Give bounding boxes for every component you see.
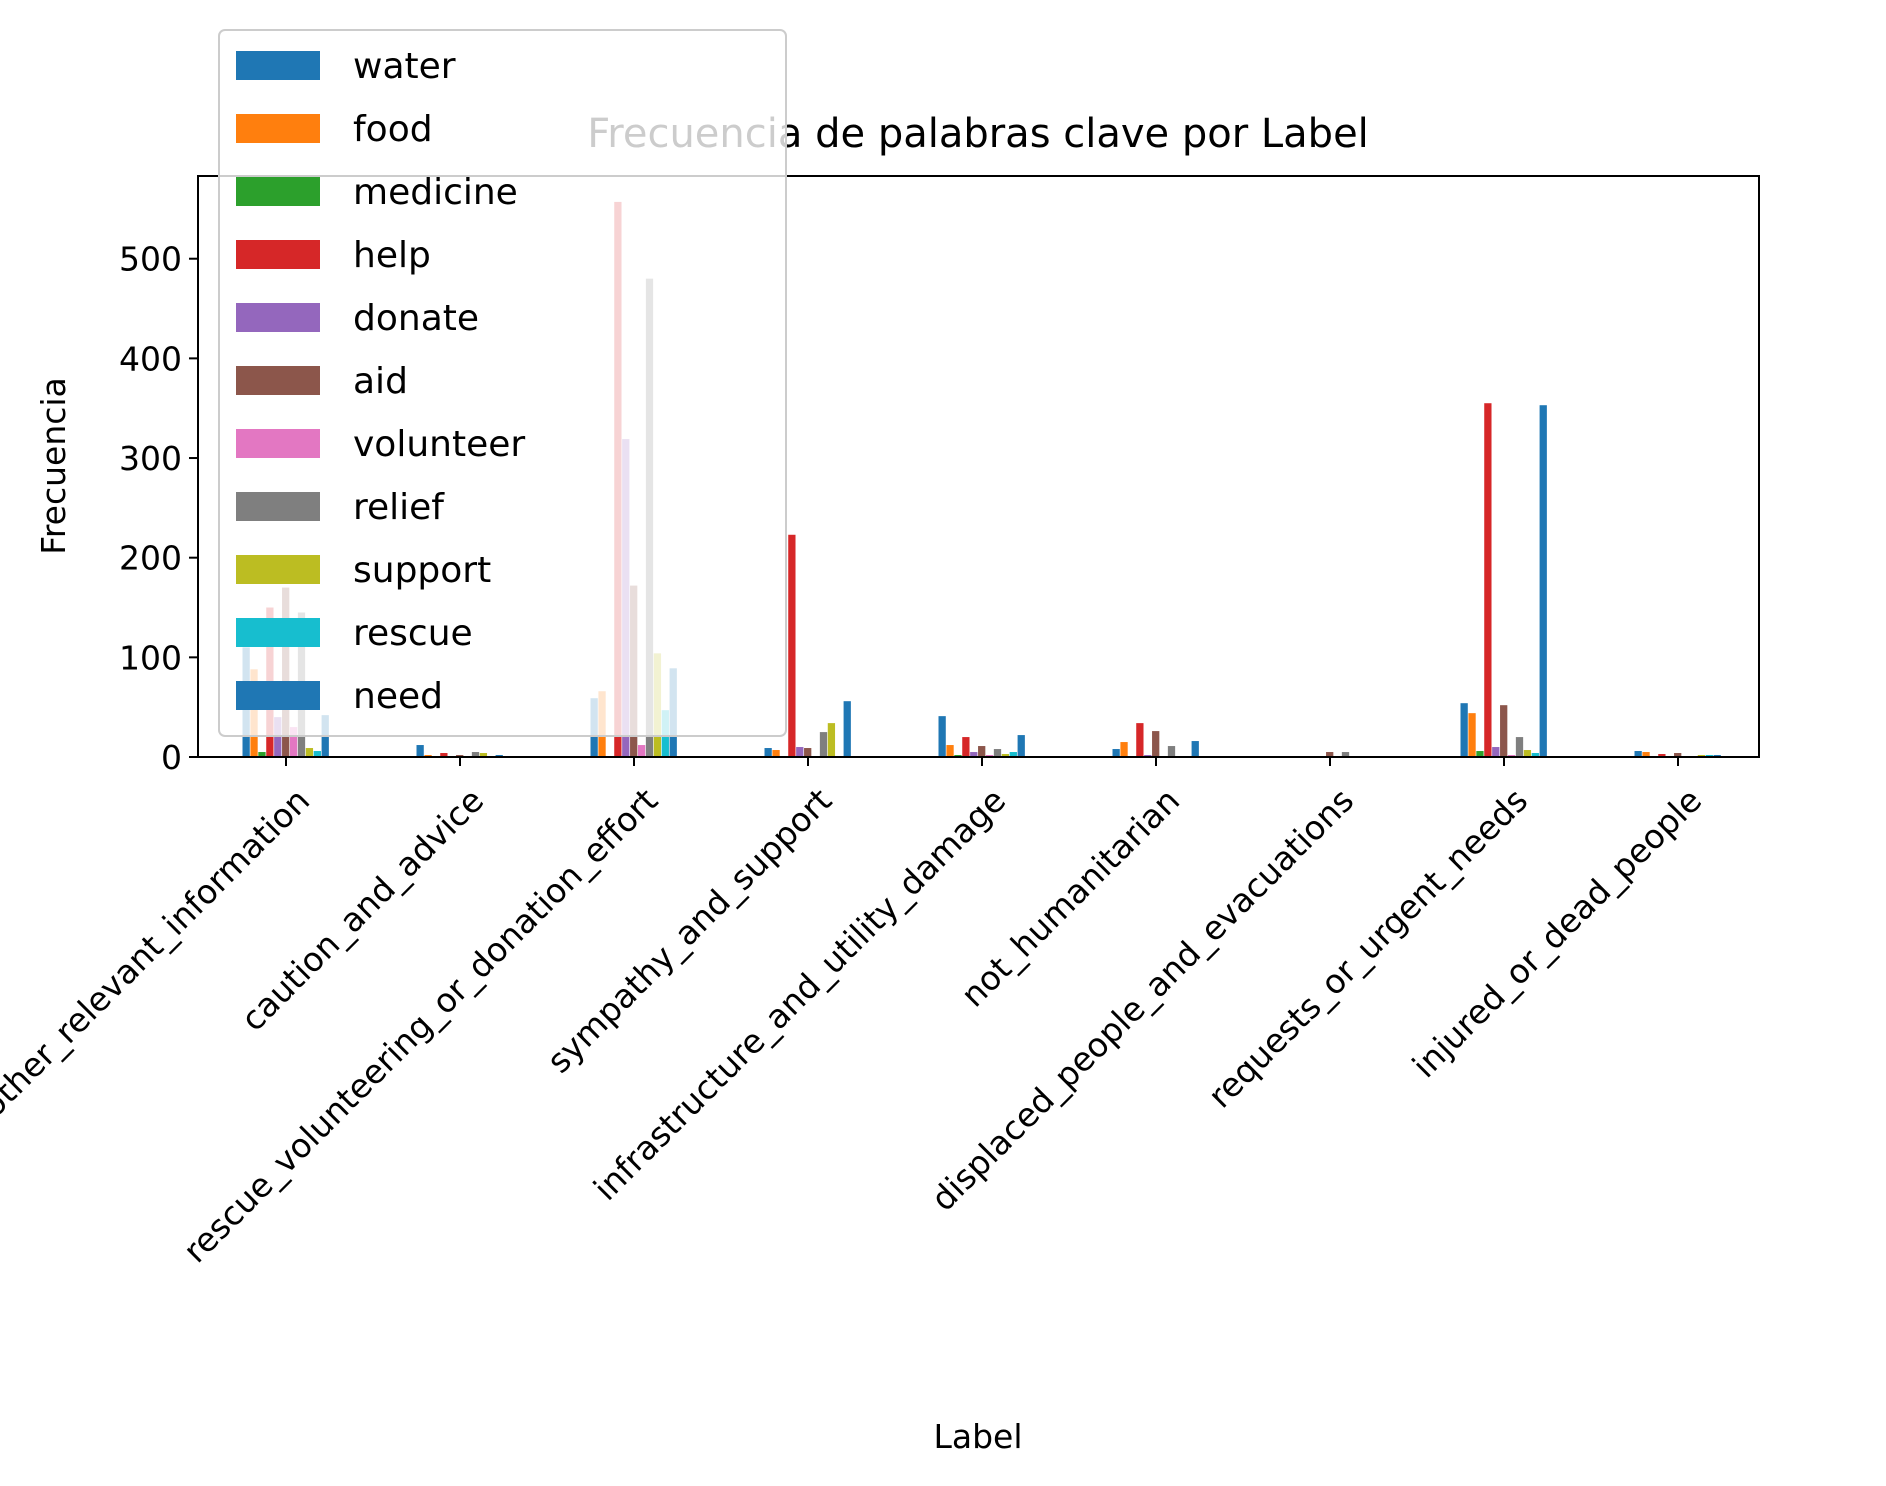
- bar-relief-sympathy_and_support: [819, 732, 828, 757]
- y-axis: 0 100 200 300 400 500: [119, 240, 198, 777]
- bar-relief-displaced_people_and_evacuations: [1341, 752, 1350, 757]
- bar-volunteer-other_relevant_information: [289, 727, 298, 757]
- legend-swatch-medicine: [236, 177, 320, 206]
- bar-food-not_humanitarian: [1120, 742, 1128, 757]
- legend-label-food: food: [353, 109, 433, 150]
- bar-relief-requests_or_urgent_needs: [1515, 737, 1524, 757]
- bar-aid-requests_or_urgent_needs: [1500, 705, 1508, 757]
- legend-swatch-support: [236, 555, 320, 584]
- bar-help-sympathy_and_support: [788, 534, 796, 757]
- bar-food-requests_or_urgent_needs: [1468, 713, 1476, 757]
- y-tick-label: 300: [119, 439, 182, 478]
- y-tick-label: 0: [161, 738, 182, 777]
- bar-help-not_humanitarian: [1136, 723, 1144, 757]
- legend-label-donate: donate: [353, 298, 479, 339]
- bar-relief-infrastructure_and_utility_damage: [993, 749, 1002, 757]
- bar-aid-sympathy_and_support: [804, 748, 812, 757]
- bar-aid-displaced_people_and_evacuations: [1326, 752, 1334, 757]
- legend-swatch-food: [236, 114, 320, 143]
- bar-aid-injured_or_dead_people: [1674, 753, 1682, 757]
- legend-swatch-volunteer: [236, 429, 320, 458]
- legend-label-aid: aid: [353, 361, 408, 402]
- legend-frame: [218, 29, 787, 737]
- legend-label-volunteer: volunteer: [353, 424, 525, 465]
- bar-rescue-other_relevant_information: [313, 751, 321, 757]
- y-tick-label: 400: [119, 339, 182, 378]
- legend-swatch-water: [236, 51, 320, 80]
- legend-swatch-rescue: [236, 618, 320, 647]
- bar-medicine-requests_or_urgent_needs: [1476, 751, 1484, 757]
- bar-water-injured_or_dead_people: [1634, 751, 1642, 757]
- bar-water-sympathy_and_support: [764, 748, 772, 757]
- legend: water food medicine help donate aid volunteer r…: [218, 29, 787, 737]
- bar-relief-not_humanitarian: [1167, 746, 1176, 757]
- bar-help-infrastructure_and_utility_damage: [962, 737, 970, 757]
- bar-donate-other_relevant_information: [274, 717, 282, 757]
- bar-donate-sympathy_and_support: [796, 747, 804, 757]
- bar-rescue-infrastructure_and_utility_damage: [1009, 752, 1017, 757]
- bar-donate-infrastructure_and_utility_damage: [970, 752, 978, 757]
- legend-label-need: need: [353, 676, 443, 717]
- legend-swatch-donate: [236, 303, 320, 332]
- plot-area-frame: [197, 175, 1760, 758]
- y-axis-title: Frecuencia: [34, 377, 73, 555]
- legend-swatch-help: [236, 240, 320, 269]
- legend-swatch-aid: [236, 366, 320, 395]
- legend-label-help: help: [353, 235, 431, 276]
- y-tick-label: 100: [119, 638, 182, 677]
- bar-food-injured_or_dead_people: [1642, 752, 1650, 757]
- legend-label-relief: relief: [353, 487, 445, 528]
- bar-support-infrastructure_and_utility_damage: [1001, 754, 1010, 757]
- legend-swatch-need: [236, 681, 320, 710]
- bar-support-other_relevant_information: [305, 748, 314, 757]
- y-tick-label: 200: [119, 539, 182, 578]
- legend-label-rescue: rescue: [353, 613, 473, 654]
- bar-relief-caution_and_advice: [471, 752, 480, 757]
- bar-food-infrastructure_and_utility_damage: [946, 745, 954, 757]
- legend-label-support: support: [353, 550, 491, 591]
- bar-support-sympathy_and_support: [827, 723, 836, 757]
- bar-volunteer-rescue_volunteering_or_donation_effort: [637, 745, 646, 757]
- bar-need-requests_or_urgent_needs: [1539, 405, 1547, 757]
- bar-need-not_humanitarian: [1191, 741, 1199, 757]
- bar-aid-not_humanitarian: [1152, 731, 1160, 757]
- bar-support-caution_and_advice: [479, 753, 488, 757]
- bar-medicine-other_relevant_information: [258, 752, 266, 757]
- bar-water-infrastructure_and_utility_damage: [938, 716, 946, 757]
- bar-help-injured_or_dead_people: [1658, 754, 1666, 757]
- bar-water-not_humanitarian: [1112, 749, 1120, 757]
- legend-swatch-relief: [236, 492, 320, 521]
- legend-label-water: water: [353, 46, 456, 87]
- bar-help-caution_and_advice: [440, 753, 448, 757]
- bar-food-sympathy_and_support: [772, 750, 780, 757]
- bar-water-requests_or_urgent_needs: [1460, 703, 1468, 757]
- bar-need-infrastructure_and_utility_damage: [1017, 735, 1025, 757]
- bar-rescue-requests_or_urgent_needs: [1531, 753, 1539, 757]
- bar-donate-requests_or_urgent_needs: [1492, 747, 1500, 757]
- bar-support-requests_or_urgent_needs: [1523, 750, 1532, 757]
- legend-label-medicine: medicine: [353, 172, 518, 213]
- bar-help-requests_or_urgent_needs: [1484, 403, 1492, 757]
- y-tick-label: 500: [119, 240, 182, 279]
- bar-water-caution_and_advice: [416, 745, 424, 757]
- bar-need-sympathy_and_support: [843, 701, 851, 757]
- x-axis-title: Label: [933, 1417, 1022, 1456]
- bar-aid-infrastructure_and_utility_damage: [978, 746, 986, 757]
